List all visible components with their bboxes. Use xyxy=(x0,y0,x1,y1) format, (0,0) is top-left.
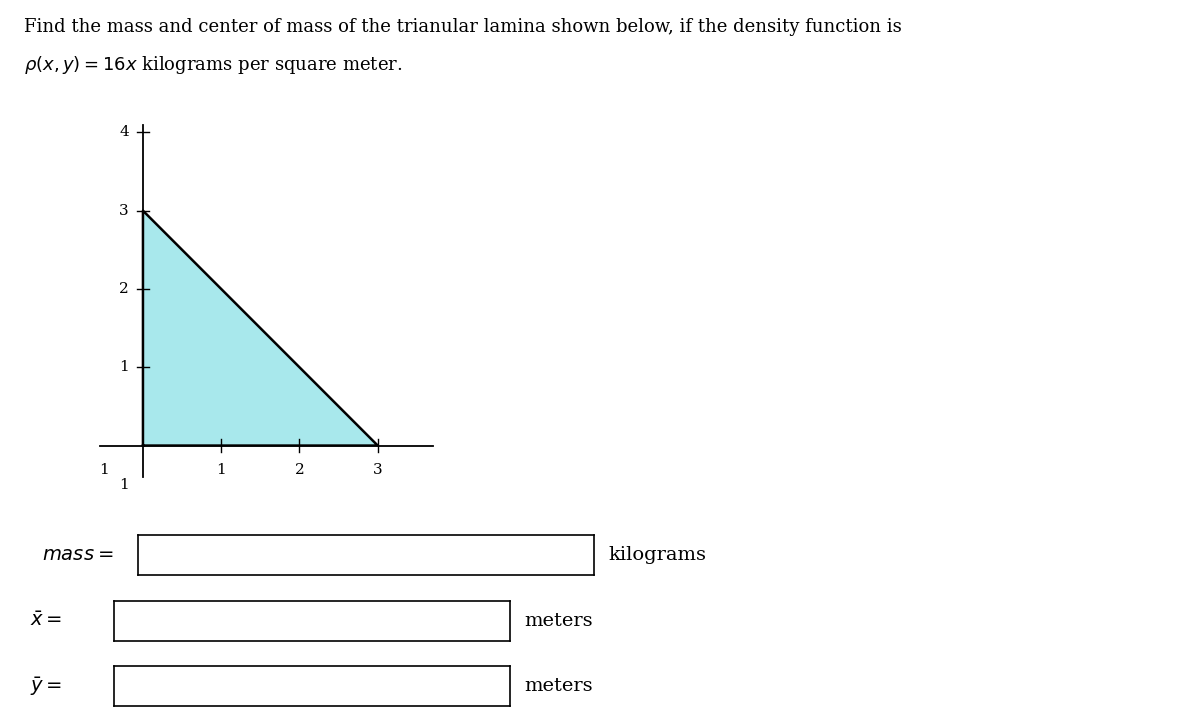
Text: $\rho(x, y) = 16x$ kilograms per square meter.: $\rho(x, y) = 16x$ kilograms per square … xyxy=(24,54,402,76)
Text: 2: 2 xyxy=(119,282,128,296)
Polygon shape xyxy=(143,211,378,446)
Text: 3: 3 xyxy=(373,462,383,477)
Text: meters: meters xyxy=(524,677,593,695)
Text: $\bar{x} =$: $\bar{x} =$ xyxy=(30,611,62,630)
Text: 1: 1 xyxy=(98,462,109,477)
Text: $mass =$: $mass =$ xyxy=(42,547,114,564)
Text: 4: 4 xyxy=(119,126,128,139)
Text: 3: 3 xyxy=(119,204,128,218)
Text: Find the mass and center of mass of the trianular lamina shown below, if the den: Find the mass and center of mass of the … xyxy=(24,18,901,36)
Text: $\bar{y} =$: $\bar{y} =$ xyxy=(30,674,62,698)
Text: 2: 2 xyxy=(295,462,305,477)
Text: 1: 1 xyxy=(119,360,128,375)
Text: kilograms: kilograms xyxy=(608,547,707,564)
Text: meters: meters xyxy=(524,612,593,629)
Text: 1: 1 xyxy=(119,478,128,492)
Text: 1: 1 xyxy=(216,462,226,477)
